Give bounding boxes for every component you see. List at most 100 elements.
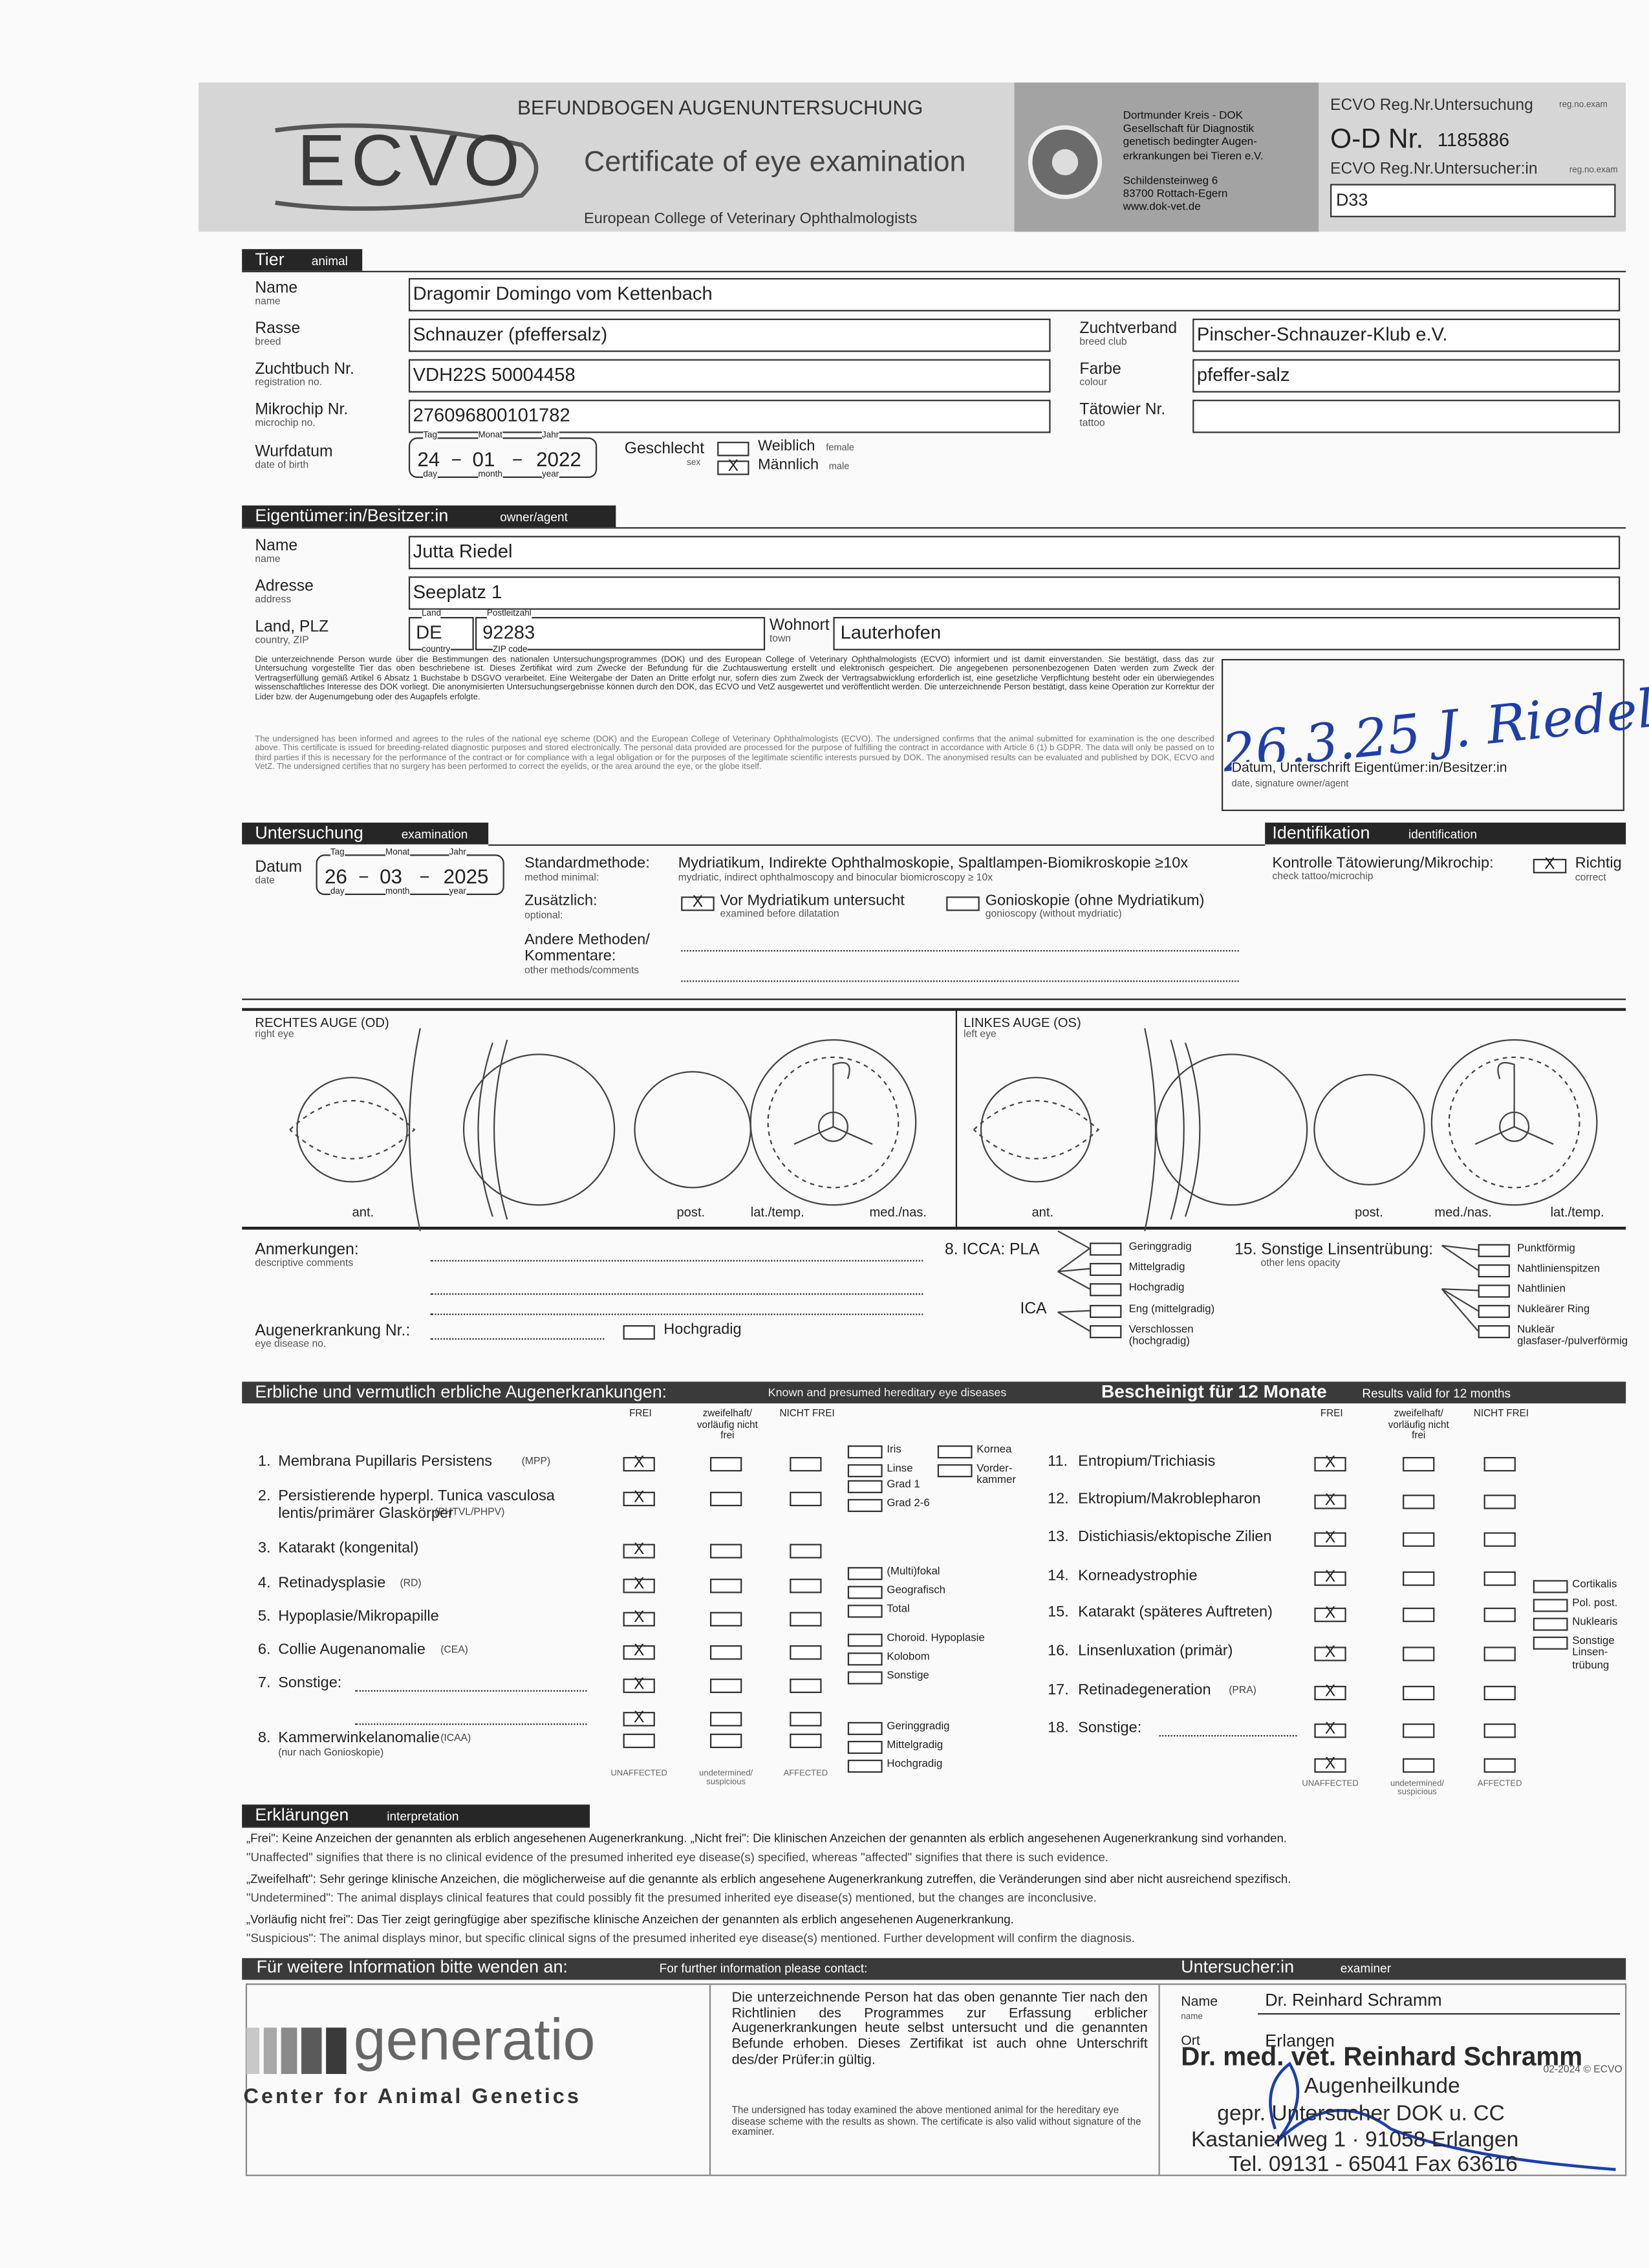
field-label: Adresse [255,578,314,596]
column-header: FREI [629,1409,652,1420]
section-title-en: interpretation [387,1809,459,1824]
field-value: pfeffer-salz [1196,363,1290,385]
checkbox [623,1325,655,1340]
field-value: Erlangen [1265,2030,1335,2051]
checkbox [847,1740,883,1755]
date-value: 01 [472,448,495,471]
checkbox [790,1612,822,1626]
section-bar [242,505,616,528]
field-box [408,277,1621,312]
field-value: VDH22S 50004458 [413,363,576,385]
checkbox [1483,1723,1516,1738]
field-label: Standardmethode: [524,854,650,872]
section-rule [242,527,1626,529]
field-value: Schnauzer (pfeffersalz) [413,323,608,345]
date-part-label: Monat [385,848,410,859]
sub-option: Pol. post. [1572,1595,1618,1610]
checkbox [847,1671,883,1685]
field-label: Andere Methoden/ [524,931,650,949]
section-bar [242,1958,1626,1980]
checkbox [1533,1636,1568,1650]
check-mark: X [1324,1755,1336,1773]
field-label: Mikrochip Nr. [255,401,349,419]
row-abbr: (CEA) [440,1645,468,1656]
checkbox [1403,1607,1435,1623]
checkbox [709,1733,742,1749]
checkbox [1090,1325,1122,1339]
eye-label: LINKES AUGE (OS) [964,1015,1081,1030]
check-mark: X [633,1676,645,1693]
title: BEFUNDBOGEN AUGENUNTERSUCHUNG [517,95,923,119]
section-title: Untersucher:in [1181,1956,1295,1977]
section-bar [242,1381,1626,1404]
checkbox [790,1712,822,1727]
checkbox [709,1456,742,1472]
row-number: 1. [257,1453,271,1471]
field-box [408,576,1621,610]
checkbox [681,896,715,911]
field-value: Pinscher-Schnauzer-Klub e.V. [1196,323,1448,345]
column-footer: UNAFFECTED [610,1769,667,1779]
check-mark: X [1324,1643,1336,1661]
eye-view-label: ant. [1031,1205,1054,1220]
date-box [316,854,504,896]
row-label: Katarakt (kongenital) [278,1539,419,1557]
sub-option: Vorder-kammer [976,1461,1017,1487]
field-label: Tätowier Nr. [1079,401,1166,419]
eye-view-label: lat./temp. [750,1205,804,1220]
section-title: Tier [255,249,285,270]
checkbox [709,1678,742,1693]
section-title-en: examination [401,826,468,842]
field-label: Zusätzlich: [524,892,598,910]
check-mark: X [1544,856,1555,874]
stamp-line: Augenheilkunde [1304,2073,1460,2099]
checkbox [1483,1758,1516,1773]
section-title: Identifikation [1272,823,1370,843]
row-number: 12. [1048,1490,1069,1508]
date-value: 26 [324,864,347,888]
college: European College of Veterinary Ophthalmo… [584,210,918,228]
date-part-label: Tag [423,431,438,442]
column-footer: AFFECTED [783,1769,828,1779]
od-number: 1185886 [1437,129,1510,151]
field-box [833,617,1621,651]
eye-view-label: post. [1355,1205,1383,1220]
checkbox [847,1567,883,1581]
checkbox [709,1712,742,1727]
option-label: Gonioskopie (ohne Mydriatikum) [985,892,1205,910]
row-abbr: (ICAA) [440,1733,471,1744]
field-label: Land, PLZ [255,618,329,636]
date-part-label-en: year [449,887,466,898]
checkbox [1314,1685,1346,1701]
field-box [1192,359,1621,393]
column-header: NICHT FREI [779,1409,835,1420]
checkbox [1483,1685,1516,1701]
checkbox [1483,1532,1516,1547]
sub-option: Nuklearis [1572,1615,1618,1628]
field-label-en: country, ZIP [255,636,309,646]
sub-option: Grad 2-6 [887,1496,930,1509]
field-box [408,535,1621,570]
column-header: zweifelhaft/ vorläufig nicht frei [696,1409,758,1442]
field-box [408,318,1051,352]
checkbox [1314,1647,1346,1661]
dotted-line [430,1338,605,1340]
check-mark: X [1324,1568,1336,1586]
checkbox [1483,1647,1516,1661]
sub-option: Kolobom [887,1649,930,1663]
field-label-en: name [1181,2013,1203,2022]
sub-option: Cortikalis [1572,1577,1617,1590]
stamp-line: Dr. med. vet. Reinhard Schramm [1181,2042,1583,2071]
checkbox [847,1604,883,1618]
checkbox [790,1456,822,1472]
sub-option: Grad 1 [887,1477,920,1491]
checkbox [1483,1456,1516,1472]
section-title: Erklärungen [255,1804,349,1825]
row-label: Kammerwinkelanomalie [278,1729,440,1747]
stamp-line: Tel. 09131 - 65041 Fax 63616 [1229,2152,1518,2177]
option-label-en: gonioscopy (without mydriatic) [985,909,1122,920]
method-en: mydriatic, indirect ophthalmoscopy and b… [678,873,993,884]
date-part-label: Monat [478,431,502,442]
checkbox [1403,1571,1435,1586]
option-label: Hochgradig [663,1321,742,1339]
